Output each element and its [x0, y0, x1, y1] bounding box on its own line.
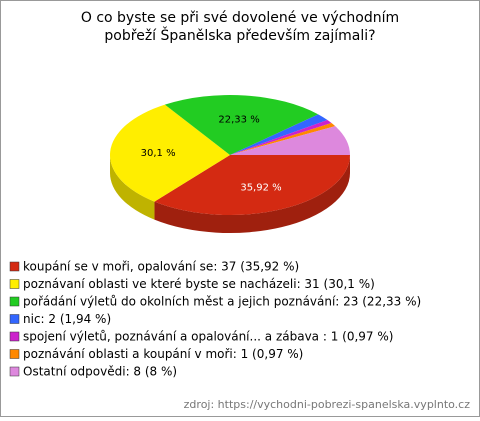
legend-label: spojení výletů, poznávání a opalování...… — [23, 330, 393, 344]
slice — [110, 104, 230, 202]
chart-title: O co byste se při své dovolené ve východ… — [81, 10, 399, 44]
slice-side — [110, 155, 155, 220]
legend-swatch — [9, 366, 20, 377]
slice — [230, 126, 350, 155]
slice — [164, 95, 319, 155]
legend-swatch — [9, 314, 20, 324]
slice — [230, 123, 336, 155]
data-label: 35,92 % — [240, 182, 281, 193]
slice — [230, 114, 328, 155]
legend-label: koupání se v moři, opalování se: 37 (35,… — [23, 260, 299, 274]
legend-swatch — [9, 349, 20, 359]
legend-swatch — [9, 296, 20, 307]
source: zdroj: https://vychodni-pobrezi-spanelsk… — [184, 398, 471, 411]
legend-swatch — [9, 331, 20, 342]
legend-swatch — [9, 279, 20, 289]
legend-label: poznávání oblasti a koupání v moři: 1 (0… — [23, 347, 303, 361]
legend-swatch — [9, 261, 20, 272]
data-label: 22,33 % — [218, 114, 259, 125]
legend-label: nic: 2 (1,94 %) — [23, 312, 111, 326]
legend-label: pořádání výletů do okolních měst a jejic… — [23, 295, 421, 309]
slice — [230, 119, 332, 155]
slice-side — [154, 155, 350, 234]
legend-label: Ostatní odpovědi: 8 (8 %) — [23, 365, 177, 379]
data-label: 30,1 % — [141, 148, 176, 159]
slice — [154, 155, 350, 216]
legend-label: poznávaní oblasti ve které byste se nach… — [23, 277, 375, 291]
